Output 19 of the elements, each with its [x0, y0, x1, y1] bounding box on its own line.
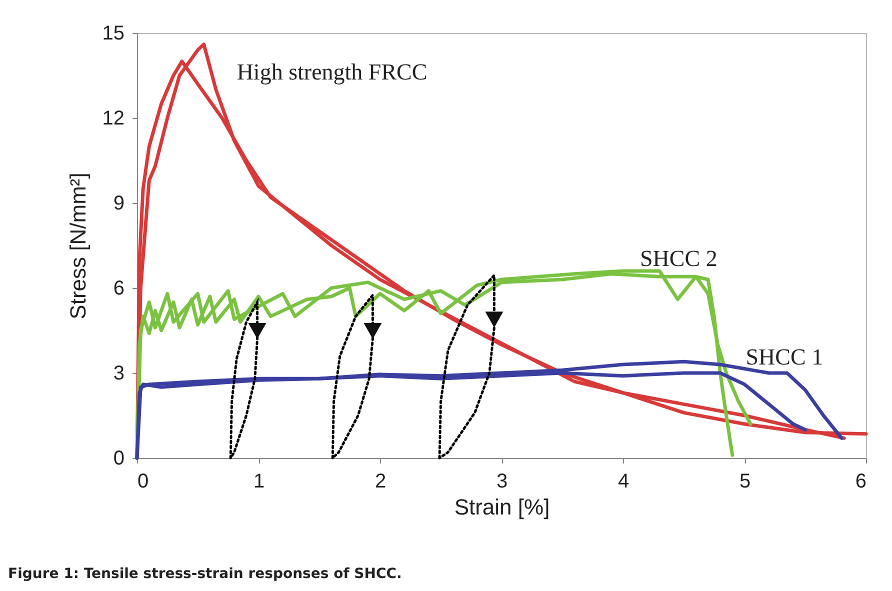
y-tick-label: 3	[113, 362, 124, 384]
series-label: SHCC 2	[640, 246, 718, 271]
y-tick-label: 12	[102, 108, 124, 130]
x-axis-title: Strain [%]	[454, 494, 550, 520]
x-tick-label: 4	[618, 470, 630, 492]
y-axis-title: Stress [N/mm²]	[65, 172, 90, 320]
x-tick-label: 3	[496, 470, 508, 492]
y-tick-label: 6	[113, 278, 124, 300]
x-tick-label: 1	[253, 470, 265, 492]
series-label: SHCC 1	[746, 344, 824, 370]
caption: Figure 1: Tensile stress-strain responses of SHCC.	[8, 566, 402, 582]
series-label: High strength FRCC	[236, 59, 428, 84]
x-tick-label: 2	[374, 470, 386, 492]
x-tick-label: 5	[739, 470, 751, 492]
y-tick-label: 9	[113, 192, 124, 214]
y-tick-label: 15	[102, 22, 124, 44]
y-tick-label: 0	[113, 448, 124, 470]
x-tick-label: 6	[855, 470, 866, 492]
x-tick-label: 0	[138, 470, 149, 492]
